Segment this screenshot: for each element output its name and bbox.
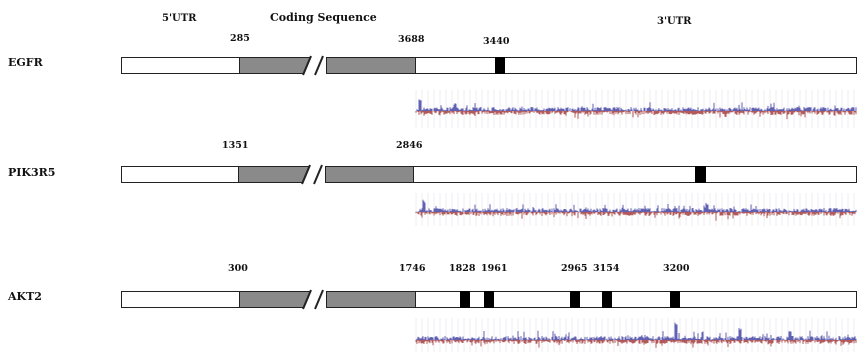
- akt2-binding-site-1961: [484, 291, 494, 308]
- akt2-site-2965: 2965: [561, 263, 588, 274]
- pik3r5-break-slash-right: [313, 164, 323, 185]
- akt2-break-slash-left: [302, 289, 312, 310]
- pik3r5-cds-end: 2846: [396, 140, 423, 151]
- akt2-site-1828: 1828: [449, 263, 476, 274]
- pik3r5-coding-region-b: [325, 166, 414, 183]
- akt2-site-1961: 1961: [481, 263, 508, 274]
- track-negative-signal: [415, 111, 857, 120]
- akt2-binding-site-3200: [670, 291, 680, 308]
- track-negative-signal: [415, 340, 857, 348]
- utr3-header: 3'UTR: [657, 16, 692, 27]
- pik3r5-break-slash-left: [301, 164, 311, 185]
- gene-name-egfr: EGFR: [8, 56, 43, 69]
- egfr-coding-region-a: [239, 57, 313, 74]
- akt2-cds-start: 300: [228, 263, 248, 274]
- akt2-sequence-break: [304, 290, 322, 309]
- akt2-binding-site-3154: [602, 291, 612, 308]
- utr5-header: 5'UTR: [162, 13, 197, 24]
- pik3r5-gene-bar: [121, 164, 857, 185]
- track-positive-signal: [415, 322, 857, 340]
- gene-name-pik3r5: PIK3R5: [8, 166, 56, 179]
- pik3r5-sequence-break: [303, 165, 321, 184]
- akt2-site-3200: 3200: [663, 263, 690, 274]
- gene-name-akt2: AKT2: [8, 290, 42, 303]
- akt2-break-slash-right: [314, 289, 324, 310]
- akt2-utr5-region: [121, 291, 240, 308]
- egfr-break-slash-right: [314, 55, 324, 76]
- akt2-utr3-region: [415, 291, 857, 308]
- track-positive-signal: [415, 199, 857, 212]
- egfr-utr5-region: [121, 57, 240, 74]
- egfr-site-3440: 3440: [483, 36, 510, 47]
- akt2-coding-region-b: [326, 291, 416, 308]
- akt2-cds-end: 1746: [399, 263, 426, 274]
- akt2-binding-site-1828: [460, 291, 470, 308]
- egfr-cds-start: 285: [230, 33, 250, 44]
- egfr-utr3-region: [415, 57, 857, 74]
- akt2-site-3154: 3154: [593, 263, 620, 274]
- pik3r5-utr3-region: [413, 166, 857, 183]
- egfr-binding-site-3440: [495, 57, 505, 74]
- egfr-break-slash-left: [302, 55, 312, 76]
- akt2-gene-bar: [121, 289, 857, 310]
- akt2-conservation-track: [415, 318, 857, 352]
- pik3r5-cds-start: 1351: [222, 140, 249, 151]
- track-negative-signal: [415, 212, 857, 221]
- track-positive-signal: [416, 99, 857, 111]
- egfr-conservation-track: [415, 90, 857, 128]
- egfr-coding-region-b: [326, 57, 416, 74]
- egfr-gene-bar: [121, 55, 857, 76]
- pik3r5-binding-site: [695, 166, 706, 183]
- akt2-coding-region-a: [239, 291, 313, 308]
- pik3r5-utr5-region: [121, 166, 239, 183]
- coding-sequence-header: Coding Sequence: [270, 11, 377, 24]
- pik3r5-coding-region-a: [238, 166, 312, 183]
- egfr-cds-end: 3688: [398, 34, 425, 45]
- pik3r5-conservation-track: [415, 193, 857, 226]
- egfr-sequence-break: [304, 56, 322, 75]
- akt2-binding-site-2965: [570, 291, 580, 308]
